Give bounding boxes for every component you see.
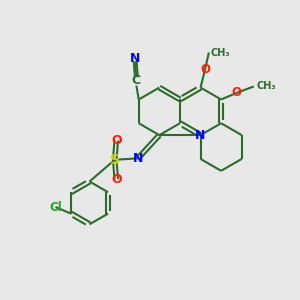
Text: N: N [130,52,140,65]
Text: O: O [111,134,122,147]
Text: O: O [232,86,242,99]
Text: N: N [133,152,143,165]
Text: Cl: Cl [49,201,62,214]
Text: O: O [200,63,210,76]
Text: CH₃: CH₃ [210,47,230,58]
Text: O: O [111,172,122,186]
Text: CH₃: CH₃ [256,81,276,92]
Text: N: N [195,129,206,142]
Text: S: S [110,153,120,167]
Text: C: C [132,74,141,87]
